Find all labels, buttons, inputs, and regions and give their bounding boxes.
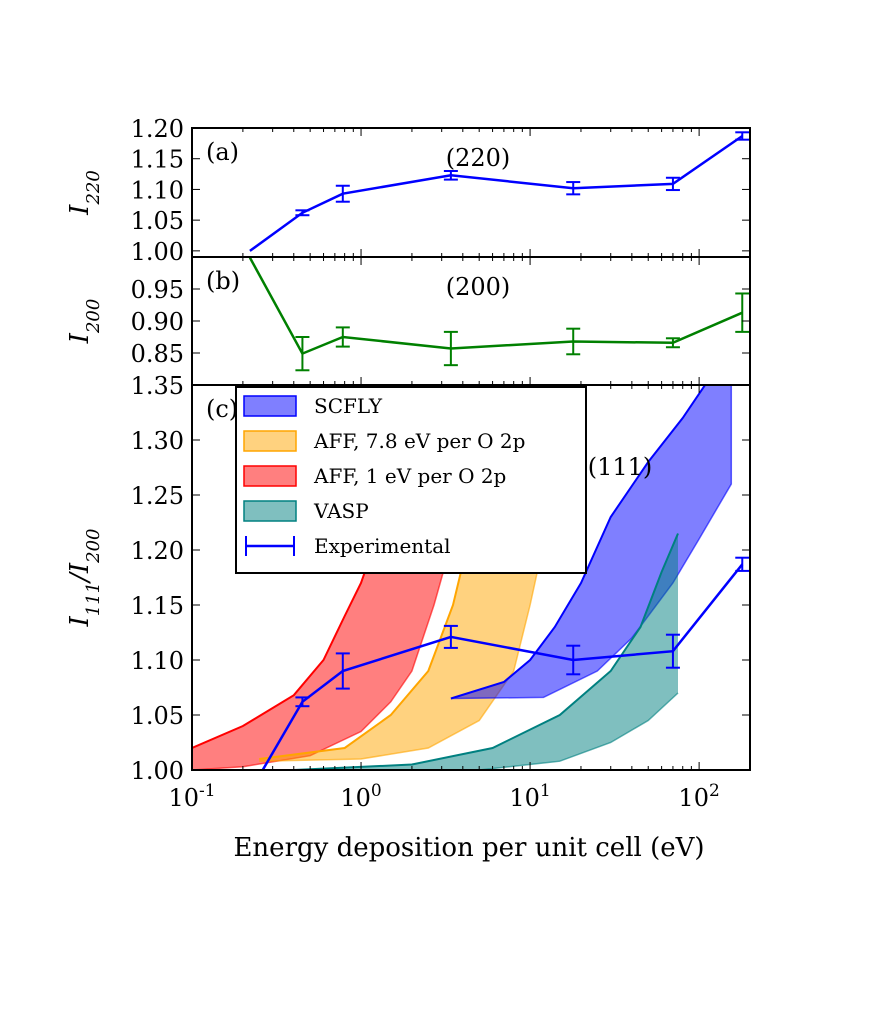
legend-label: SCFLY [314, 394, 383, 418]
y-tick-label: 1.00 [131, 238, 184, 266]
x-tick-label: 100 [340, 781, 381, 812]
y-tick-label: 1.10 [131, 647, 184, 675]
legend-swatch [243, 465, 297, 487]
legend-swatch [243, 430, 297, 452]
y-tick-label: 1.20 [131, 537, 184, 565]
plot-frame [191, 384, 751, 771]
x-tick-label: 101 [509, 781, 550, 812]
y-tick-label: 1.15 [131, 592, 184, 620]
x-tick-label: 10-1 [168, 781, 215, 812]
y-tick-label: 1.15 [131, 146, 184, 174]
legend-swatch [243, 395, 297, 417]
band-upper-edge [450, 385, 707, 700]
y-tick-label: 1.00 [131, 757, 184, 785]
panel-1: 0.85 0.90 0.95 (b) (200) I200 [65, 256, 751, 386]
panel-label: (a) [206, 138, 239, 166]
plot-area [248, 257, 750, 372]
band-scfly [450, 385, 732, 699]
reflection-label: (200) [446, 273, 511, 301]
band-vasp [293, 533, 678, 770]
x-tick-label: 102 [678, 781, 719, 812]
y-tick-label: 1.30 [131, 427, 184, 455]
y-tick-label: 1.35 [131, 372, 184, 400]
panel-label: (c) [206, 395, 238, 423]
y-tick-label: 1.25 [131, 482, 184, 510]
y-tick-label: 0.85 [131, 340, 184, 368]
reflection-label: (220) [446, 144, 511, 172]
panel-2: 1.00 1.05 1.10 1.15 1.20 1.25 1.30 1.35 (c) (111)… [65, 372, 751, 863]
y-tick-label: 1.05 [131, 702, 184, 730]
legend-swatch [243, 500, 297, 522]
legend-label: VASP [313, 499, 369, 523]
legend-label: AFF, 1 eV per O 2p [313, 464, 506, 488]
legend-label: AFF, 7.8 eV per O 2p [313, 429, 525, 453]
panel-label: (b) [206, 267, 240, 295]
y-axis-label: I200 [65, 299, 104, 345]
plot-area [249, 131, 750, 252]
y-tick-label: 1.20 [131, 115, 184, 143]
y-tick-label: 1.10 [131, 176, 184, 204]
panel-0: 1.00 1.05 1.101.15 1.20 (a) (220) I220 [65, 115, 751, 266]
y-tick-label: 1.05 [131, 207, 184, 235]
legend: SCFLY AFF, 7.8 eV per O 2p AFF, 1 eV per O… [235, 386, 587, 574]
legend-label: Experimental [314, 534, 451, 558]
reflection-label: (111) [588, 453, 653, 481]
y-axis-label: I111/I200 [65, 528, 104, 627]
y-tick-label: 0.95 [131, 276, 184, 304]
band-lower-edge [293, 692, 679, 770]
y-tick-label: 0.90 [131, 308, 184, 336]
y-axis-label: I220 [65, 170, 104, 216]
x-axis-label: Energy deposition per unit cell (eV) [233, 833, 704, 863]
band-upper-edge [293, 533, 679, 770]
